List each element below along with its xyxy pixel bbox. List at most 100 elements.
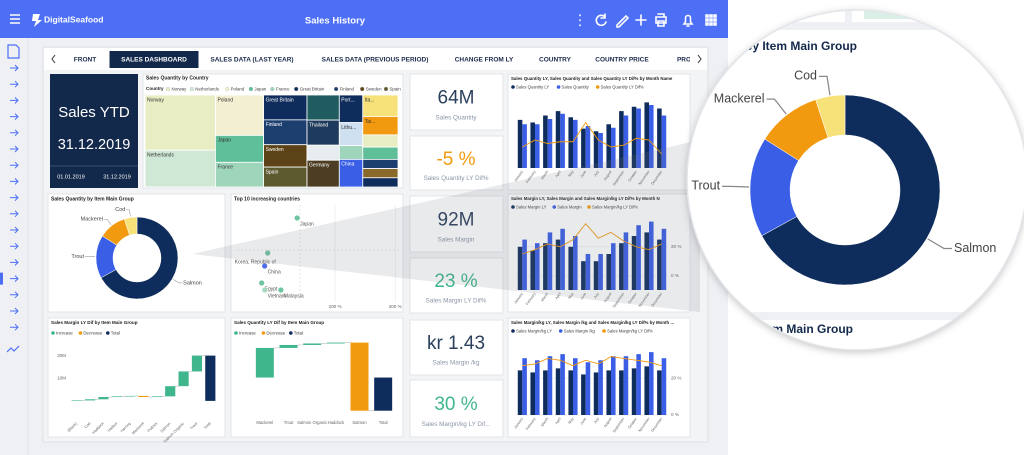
sidebar-arrow[interactable] — [10, 161, 19, 169]
bar — [611, 243, 616, 290]
x-tick-label: January — [513, 292, 524, 305]
tab[interactable]: FRONT — [74, 57, 96, 64]
sidebar-arrow[interactable] — [10, 307, 19, 315]
bar — [581, 128, 586, 168]
treemap-cell — [362, 177, 399, 188]
legend-label: Sales Margin — [557, 204, 582, 209]
legend-label: Sales Margin/kg LY Dif% — [592, 204, 638, 209]
sidebar-arrow[interactable] — [10, 323, 19, 331]
edit-icon[interactable] — [616, 14, 630, 28]
bar — [606, 254, 611, 290]
sidebar-arrow[interactable] — [10, 194, 19, 201]
tab-next[interactable] — [697, 54, 702, 64]
notify-icon[interactable] — [682, 14, 694, 27]
panel — [409, 319, 504, 376]
treemap-label: Lithu... — [341, 125, 356, 131]
bar — [517, 370, 523, 415]
sidebar-arrow[interactable] — [10, 242, 19, 250]
sidebar-arrow[interactable] — [10, 275, 19, 282]
tab[interactable]: COUNTRY — [539, 57, 572, 64]
bar — [623, 115, 629, 168]
line — [522, 121, 663, 155]
x-tick-label: March — [540, 292, 549, 302]
kpi-value: 23 % — [434, 271, 477, 292]
legend-label: Sales Margin /kg — [564, 328, 596, 333]
legend-swatch — [189, 86, 194, 92]
scatter-point — [294, 215, 300, 221]
x-tick-label: May — [567, 417, 574, 425]
panel — [409, 379, 504, 438]
print-icon[interactable] — [655, 13, 667, 27]
legend-swatch — [511, 205, 515, 209]
sidebar-arrow[interactable] — [10, 129, 19, 137]
legend-label: Finland — [340, 86, 355, 91]
x-tick-label: Salmon — [160, 422, 172, 434]
bar — [535, 124, 540, 168]
refresh-icon[interactable] — [595, 13, 607, 27]
leader-line — [722, 185, 750, 188]
sidebar-arrow[interactable] — [10, 291, 19, 299]
sidebar-arrow[interactable] — [10, 145, 19, 153]
menu-icon[interactable] — [10, 14, 20, 24]
sidebar-arrow[interactable] — [10, 226, 19, 234]
treemap-cell — [306, 94, 340, 121]
tab[interactable]: SALES DATA (PREVIOUS PERIOD) — [322, 57, 429, 64]
sidebar-arrow[interactable] — [10, 113, 19, 120]
bar — [636, 354, 641, 415]
line — [522, 223, 662, 255]
waterfall-bar — [125, 395, 136, 397]
bar — [560, 354, 565, 415]
sidebar-arrow[interactable] — [10, 80, 19, 88]
x-tick-label: January — [513, 170, 524, 183]
sidebar-arrow[interactable] — [10, 259, 19, 266]
ytd-to: 31.12.2019 — [103, 174, 131, 180]
bar — [585, 254, 591, 290]
legend-swatch — [261, 331, 266, 335]
legend-swatch — [234, 331, 238, 335]
legend-label: Increase — [56, 330, 73, 335]
sidebar-arrow[interactable] — [10, 210, 19, 218]
apps-icon[interactable] — [705, 14, 717, 26]
x-tick-label: Mackerel — [256, 420, 273, 425]
add-icon[interactable] — [635, 14, 647, 26]
waterfall-bar — [178, 371, 189, 387]
tab[interactable]: SALES DASHBOARD — [121, 57, 187, 64]
tab[interactable]: SALES DATA (LAST YEAR) — [210, 57, 293, 64]
ytd-title: Sales YTD — [58, 104, 130, 121]
kpi-value: -5 % — [436, 149, 475, 170]
bar — [543, 370, 548, 415]
tab[interactable]: CHANGE FROM LY — [455, 57, 514, 64]
legend-label: Netherlands — [195, 86, 219, 91]
bar — [644, 102, 649, 168]
legend-swatch — [333, 86, 339, 92]
sidebar-arrow[interactable] — [10, 97, 19, 104]
legend-swatch — [270, 86, 275, 92]
bar — [560, 113, 565, 168]
tab[interactable]: PRO — [677, 57, 691, 64]
sidebar-arrow[interactable] — [10, 64, 19, 72]
logo-icon — [32, 14, 42, 27]
bar — [661, 358, 667, 415]
x-tick-label: July — [593, 170, 600, 178]
tab-prev[interactable] — [51, 54, 56, 64]
bar — [623, 356, 629, 415]
header-bar — [0, 0, 728, 38]
y2-tick-label: 20 % — [671, 244, 681, 249]
bar — [649, 352, 654, 415]
donut-label: Trout — [71, 254, 84, 260]
bar — [547, 356, 553, 415]
legend-swatch — [248, 86, 254, 92]
x-tick-label: April — [555, 170, 563, 178]
x-tick-label: October — [627, 416, 638, 429]
bar — [581, 261, 586, 290]
x-tick-label: January — [513, 417, 524, 430]
kpi-label: Sales Quantity LY Dif% — [424, 175, 489, 182]
point-label: Vietnam — [268, 293, 286, 299]
waterfall-bar — [279, 344, 298, 348]
bar — [593, 131, 599, 168]
sidebar-arrow[interactable] — [10, 178, 19, 185]
tab[interactable]: COUNTRY PRICE — [595, 57, 649, 64]
x-tick-label: February — [525, 417, 537, 431]
zoom-rim — [686, 9, 1024, 351]
